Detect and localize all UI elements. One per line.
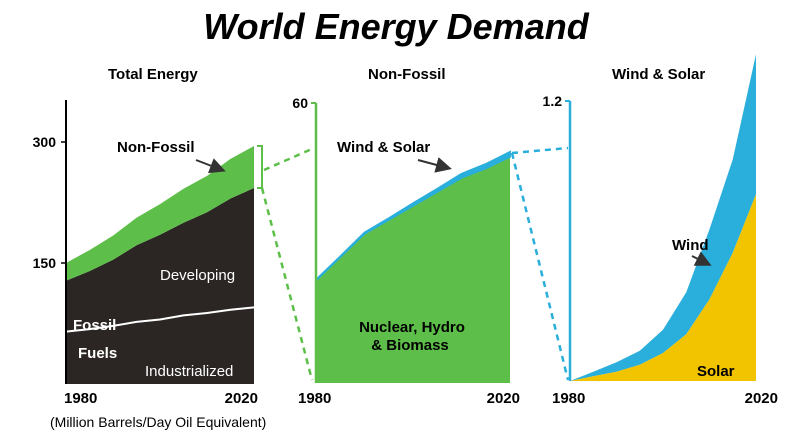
x-tick-label: 1980 (298, 390, 331, 407)
nuclear-hydro-biomass-area (316, 156, 510, 383)
wind-solar-area (315, 150, 511, 283)
wind-arrow (691, 251, 712, 266)
panel-title-non-fossil: Non-Fossil (368, 66, 446, 83)
solar-area (570, 194, 756, 381)
non-fossil-area (66, 146, 254, 281)
chart-title: World Energy Demand (203, 6, 589, 47)
non-fossil-arrow (195, 158, 226, 174)
developing-label: Developing (160, 267, 235, 284)
solar-label: Solar (697, 363, 735, 380)
zoom-connector-top-2 (511, 146, 569, 155)
x-tick-label: 1980 (552, 390, 585, 407)
x-tick-label: 1980 (64, 390, 97, 407)
y-tick-label: 150 (33, 255, 57, 271)
wind-label: Wind (672, 237, 709, 254)
zoom-connector-bottom (260, 187, 314, 381)
wind-area (570, 54, 756, 382)
panel-title-total-energy: Total Energy (108, 66, 198, 83)
non-fossil-bracket (257, 145, 263, 189)
units-footnote: (Million Barrels/Day Oil Equivalent) (50, 414, 267, 430)
industrialized-label: Industrialized (145, 363, 233, 380)
fossil-fuels-label-line1: Fossil (73, 317, 116, 334)
x-tick-label: 2020 (225, 390, 258, 407)
industrialized-boundary-line (65, 306, 255, 333)
x-tick-label: 2020 (487, 390, 520, 407)
panel-title-wind-solar: Wind & Solar (612, 66, 706, 83)
y-tick-label: 300 (33, 134, 57, 150)
wind-solar-arrow (417, 157, 452, 173)
zoom-connector-bottom-2 (510, 152, 570, 381)
zoom-connector-top (263, 146, 315, 172)
wind-solar-label: Wind & Solar (337, 139, 430, 156)
non-fossil-label: Non-Fossil (117, 139, 195, 156)
y-tick-label: 1.2 (543, 93, 563, 109)
x-tick-label: 2020 (745, 390, 778, 407)
nuclear-hydro-label-line1: Nuclear, Hydro (359, 319, 465, 336)
y-tick-label: 60 (292, 95, 308, 111)
nuclear-hydro-label-line2: & Biomass (371, 337, 449, 354)
fossil-area (66, 188, 254, 384)
fossil-fuels-label-line2: Fuels (78, 345, 117, 362)
